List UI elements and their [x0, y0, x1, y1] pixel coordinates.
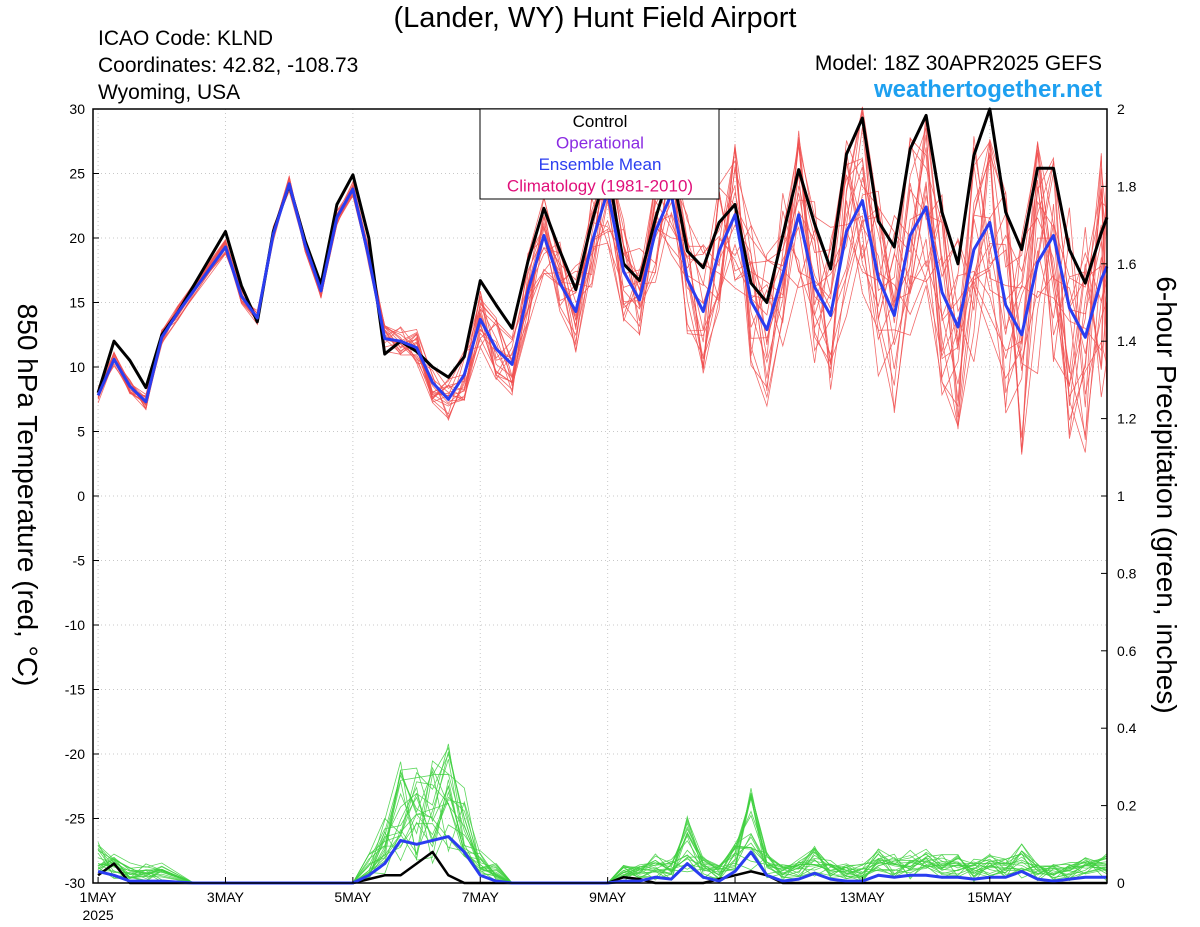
right-axis: 2 1.8 1.6 1.4 1.2 1 0.8 0.6 0.4 0.2 0: [1101, 101, 1137, 891]
x-tick-label: 13MAY: [840, 889, 886, 905]
y2-tick-label: 1.8: [1117, 178, 1137, 194]
y2-tick-label: 1.4: [1117, 333, 1137, 349]
x-tick-label: 5MAY: [334, 889, 372, 905]
y2-tick-label: 0: [1117, 875, 1125, 891]
y-tick-label: 25: [69, 166, 85, 182]
site-link[interactable]: weathertogether.net: [873, 76, 1102, 103]
legend-control: Control: [573, 112, 628, 131]
precip-member-line: [97, 786, 1108, 884]
legend-box: [479, 108, 720, 200]
y2-tick-label: 1.6: [1117, 256, 1137, 272]
y-tick-label: -25: [65, 811, 85, 827]
grid-lines: [93, 109, 1107, 883]
x-tick-label: 9MAY: [589, 889, 627, 905]
y-tick-label: 20: [69, 230, 85, 246]
y2-tick-label: 2: [1117, 101, 1125, 117]
y-axis-label-right: 6-hour Precipitation (green, inches): [1151, 276, 1182, 714]
x-tick-label: 11MAY: [713, 889, 757, 905]
y-tick-label: 0: [77, 488, 85, 504]
left-axis: 30 25 20 15 10 5 0 -5 -10 -15 -20 -25 -30: [65, 101, 99, 891]
y2-tick-label: 0.8: [1117, 565, 1137, 581]
x-axis: 1MAY 3MAY 5MAY 7MAY 9MAY 11MAY 13MAY 15MAY 2025: [80, 877, 1013, 923]
legend-ensemble-mean: Ensemble Mean: [539, 155, 662, 174]
ensemble-members: [97, 106, 1108, 884]
icao-code: ICAO Code: KLND: [98, 27, 274, 50]
coordinates: Coordinates: 42.82, -108.73: [98, 54, 359, 77]
precip-member-line: [97, 761, 1108, 884]
precip-member-line: [97, 759, 1108, 884]
y-tick-label: 30: [69, 101, 85, 117]
precip-member-line: [97, 785, 1108, 884]
region-label: Wyoming, USA: [98, 81, 241, 104]
x-tick-label: 7MAY: [462, 889, 500, 905]
temp-ensemble-mean-line: [96, 182, 1109, 404]
y-axis-label-left: 850 hPa Temperature (red, °C): [12, 303, 43, 687]
legend-operational: Operational: [556, 134, 644, 153]
precip-member-line: [97, 760, 1108, 884]
y-tick-label: 15: [69, 295, 85, 311]
y2-tick-label: 0.2: [1117, 798, 1137, 814]
y-tick-label: -30: [65, 875, 85, 891]
y2-tick-label: 1: [1117, 488, 1125, 504]
y2-tick-label: 1.2: [1117, 411, 1137, 427]
y-tick-label: -10: [65, 617, 85, 633]
y-tick-label: -20: [65, 746, 85, 762]
x-tick-label: 1MAY: [80, 889, 118, 905]
y2-tick-label: 0.6: [1117, 643, 1137, 659]
x-tick-label: 15MAY: [967, 889, 1013, 905]
precip-member-line: [97, 788, 1108, 884]
precip-member-line: [97, 792, 1108, 884]
y-tick-label: -15: [65, 682, 85, 698]
y-tick-label: 10: [69, 359, 85, 375]
x-year-label: 2025: [83, 907, 114, 923]
legend: Control Operational Ensemble Mean Climatolo…: [479, 108, 720, 200]
y-tick-label: 5: [77, 424, 85, 440]
y-tick-label: -5: [73, 553, 86, 569]
precip-member-line: [97, 790, 1108, 884]
y2-tick-label: 0.4: [1117, 720, 1137, 736]
precip-member-line: [98, 781, 1108, 884]
model-run-label: Model: 18Z 30APR2025 GEFS: [814, 52, 1102, 75]
chart-title: (Lander, WY) Hunt Field Airport: [393, 2, 797, 34]
legend-climatology: Climatology (1981-2010): [507, 177, 693, 196]
x-tick-label: 3MAY: [207, 889, 245, 905]
